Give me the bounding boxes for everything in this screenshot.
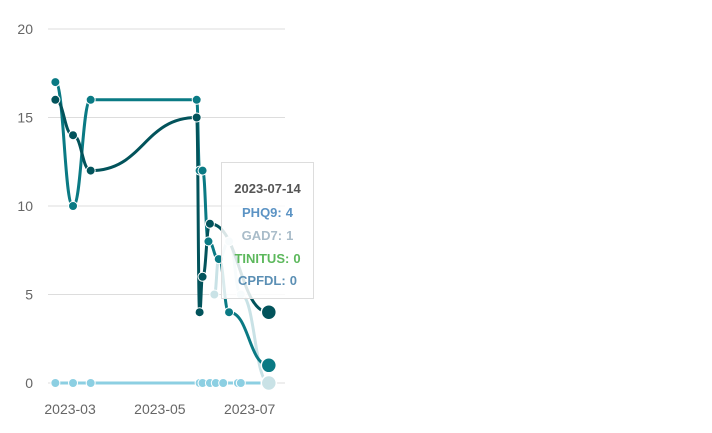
data-point-tinitus[interactable]	[260, 374, 278, 392]
x-axis-ticks: 2023-03 2023-05 2023-07	[44, 401, 275, 417]
x-tick-label: 2023-05	[134, 401, 186, 417]
data-point-gad7[interactable]	[85, 165, 96, 176]
data-point-cpfdl[interactable]	[68, 378, 79, 388]
y-tick-label: 0	[25, 375, 33, 391]
tooltip-label: GAD7:	[241, 228, 283, 243]
data-point-gad7[interactable]	[204, 218, 215, 229]
data-point-phq9[interactable]	[224, 307, 235, 318]
data-point-cpfdl[interactable]	[235, 378, 246, 388]
y-tick-label: 20	[17, 21, 33, 37]
data-point-cpfdl[interactable]	[50, 378, 61, 388]
y-tick-label: 5	[25, 287, 33, 303]
data-point-gad7[interactable]	[50, 94, 61, 105]
tooltip-title: 2023-07-14	[234, 181, 301, 196]
y-axis-ticks: 0 5 10 15 20	[17, 21, 33, 391]
tooltip-value: 1	[286, 228, 294, 243]
x-tick-label: 2023-03	[44, 401, 96, 417]
data-point-gad7[interactable]	[191, 112, 202, 123]
data-point-gad7[interactable]	[194, 307, 205, 318]
data-point-phq9[interactable]	[203, 236, 214, 247]
data-point-gad7[interactable]	[197, 271, 208, 282]
tooltip-row-cpfdl: CPFDL: 0	[222, 273, 313, 288]
data-point-gad7[interactable]	[68, 130, 79, 141]
data-point-phq9[interactable]	[85, 94, 96, 105]
data-point-phq9[interactable]	[50, 77, 61, 88]
tooltip-label: TINITUS:	[234, 251, 290, 266]
tooltip-label: PHQ9:	[242, 205, 282, 220]
y-tick-label: 15	[17, 110, 33, 126]
data-point-cpfdl[interactable]	[85, 378, 96, 388]
data-point-tinitus[interactable]	[209, 289, 220, 300]
data-point-phq9[interactable]	[260, 357, 278, 374]
tooltip-row-tinitus: TINITUS: 0	[222, 251, 313, 266]
tooltip-row-phq9: PHQ9: 4	[222, 205, 313, 220]
data-point-phq9[interactable]	[68, 201, 79, 211]
tooltip-row-gad7: GAD7: 1	[222, 228, 313, 243]
tooltip-value: 0	[293, 251, 301, 266]
hover-tooltip: 2023-07-14 PHQ9: 4 GAD7: 1 TINITUS: 0 CPFDL…	[221, 162, 314, 299]
data-point-phq9[interactable]	[197, 165, 208, 176]
y-tick-label: 10	[17, 198, 33, 214]
tooltip-value: 4	[285, 205, 293, 220]
tooltip-value: 0	[289, 273, 297, 288]
data-point-phq9[interactable]	[191, 94, 202, 105]
series-points[interactable]	[50, 77, 278, 392]
data-point-gad7[interactable]	[260, 303, 278, 321]
x-tick-label: 2023-07	[224, 401, 276, 417]
data-point-cpfdl[interactable]	[218, 378, 229, 388]
tooltip-label: CPFDL:	[238, 273, 286, 288]
